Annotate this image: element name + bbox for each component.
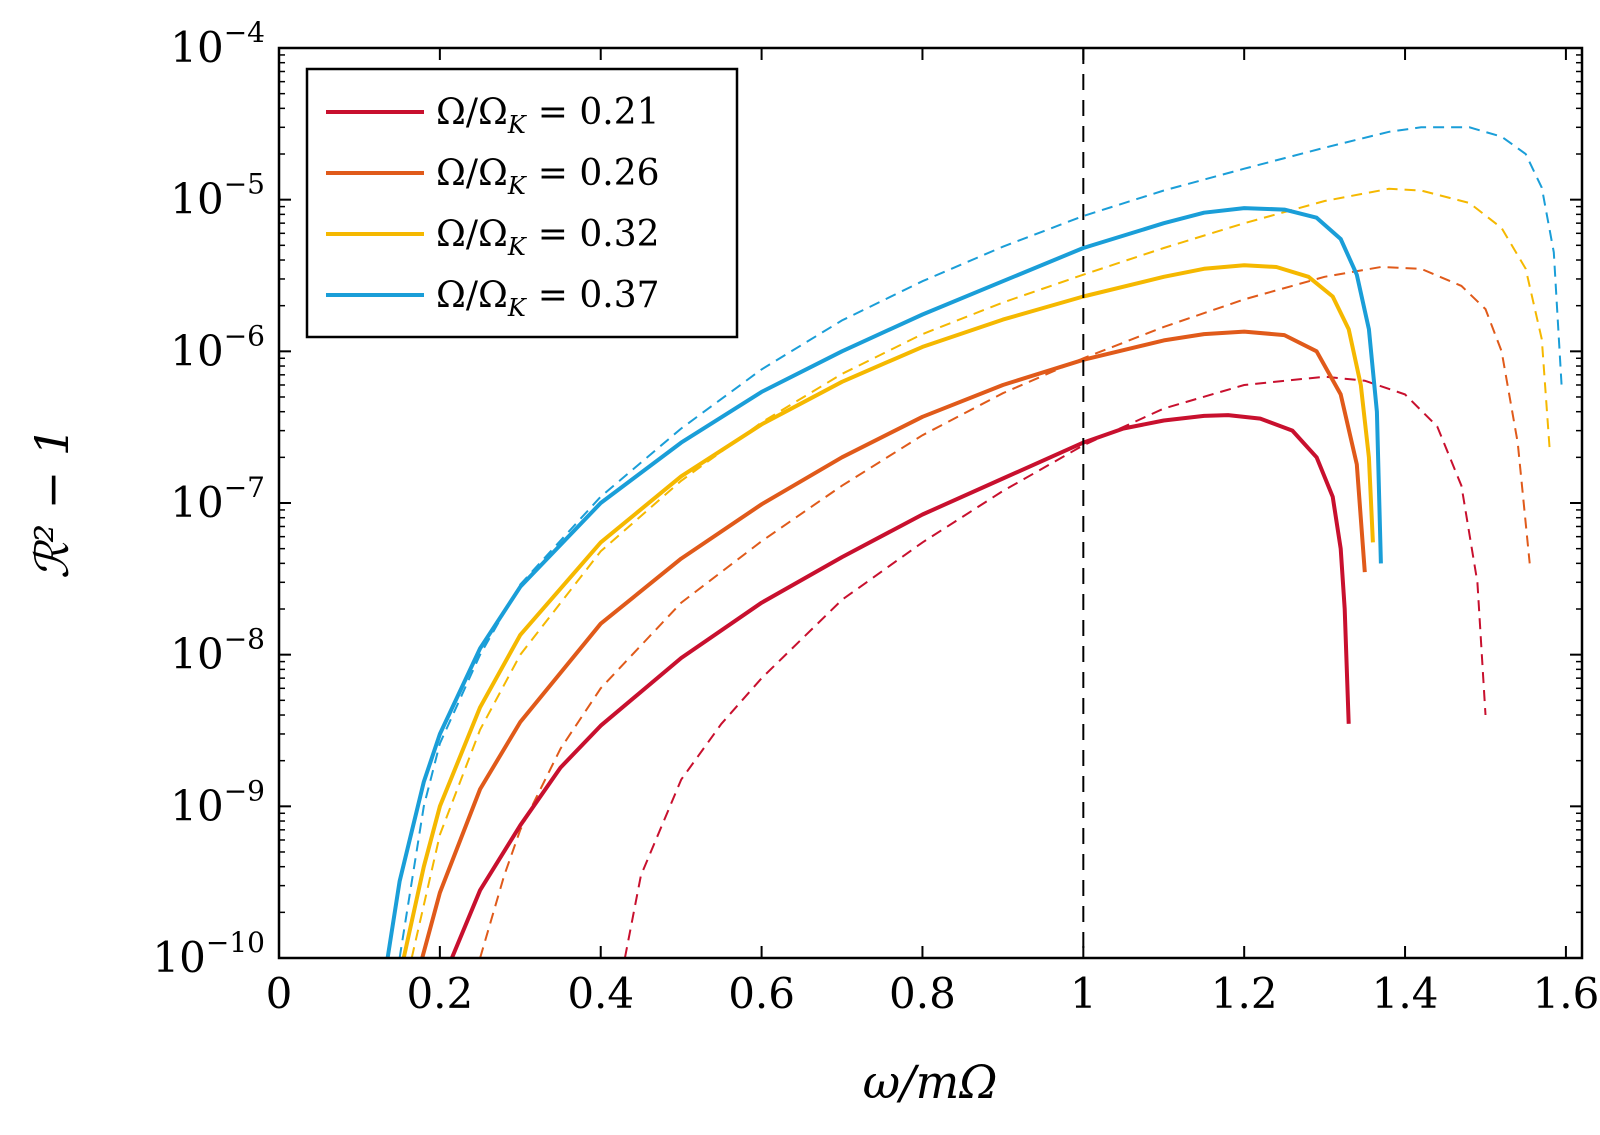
y-tick-label: 10−6: [170, 319, 265, 375]
y-tick-label: 10−5: [170, 168, 265, 224]
legend-label-main: Ω/Ω: [436, 153, 508, 194]
series-solid-line-2: [401, 263, 1375, 958]
y-tick-label: 10−8: [170, 623, 265, 679]
y-axis-label: ℛ² − 1: [25, 427, 79, 579]
legend-label-value: = 0.37: [538, 275, 660, 316]
y-tick-exponent: −6: [224, 319, 265, 352]
x-tick-label: 1.4: [1372, 969, 1439, 1018]
y-tick-exponent: −9: [224, 774, 265, 807]
legend-label-main: Ω/Ω: [436, 275, 508, 316]
legend-label: Ω/ΩK = 0.37: [436, 275, 660, 322]
x-tick-label: 1.2: [1211, 969, 1278, 1018]
x-tick-label: 0.8: [889, 969, 956, 1018]
y-tick-exponent: −5: [224, 168, 265, 201]
series-dashed-line-2: [410, 187, 1551, 958]
y-tick-exponent: −8: [224, 623, 265, 656]
x-axis-label: ω/mΩ: [863, 1055, 998, 1109]
y-tick-base: 10: [170, 23, 223, 72]
y-tick-base: 10: [170, 478, 223, 527]
x-tick-label: 0: [266, 969, 293, 1018]
y-tick-exponent: −4: [224, 16, 265, 49]
y-tick-label: 10−7: [170, 471, 265, 527]
legend-label-subscript: K: [507, 111, 528, 139]
y-tick-base: 10: [170, 175, 223, 224]
series-solid-line-1: [420, 329, 1367, 958]
plot-frame: [277, 46, 1584, 960]
legend-label-subscript: K: [507, 233, 528, 261]
legend-entries: Ω/ΩK = 0.21Ω/ΩK = 0.26Ω/ΩK = 0.32Ω/ΩK = 0.37: [326, 92, 660, 322]
legend-label-subscript: K: [507, 294, 528, 322]
y-tick-label: 10−10: [152, 926, 265, 982]
y-tick-label: 10−4: [170, 16, 265, 72]
x-tick-label: 1.6: [1533, 969, 1600, 1018]
legend-label-subscript: K: [507, 172, 528, 200]
legend-label-main: Ω/Ω: [436, 214, 508, 255]
legend-label: Ω/ΩK = 0.26: [436, 153, 660, 200]
x-tick-label: 0.2: [406, 969, 473, 1018]
series-solid-line-0: [450, 413, 1351, 958]
legend-label: Ω/ΩK = 0.21: [436, 92, 660, 139]
x-tick-label: 0.4: [567, 969, 634, 1018]
y-tick-exponent: −7: [224, 471, 265, 504]
legend: Ω/ΩK = 0.21Ω/ΩK = 0.26Ω/ΩK = 0.32Ω/ΩK = 0.37: [305, 67, 739, 339]
y-tick-exponent: −10: [206, 926, 265, 959]
y-tick-base: 10: [152, 933, 205, 982]
series-layer: [385, 126, 1563, 958]
y-tick-base: 10: [170, 781, 223, 830]
legend-label-value: = 0.21: [538, 92, 660, 133]
y-tick-label: 10−9: [170, 774, 265, 830]
legend-label: Ω/ΩK = 0.32: [436, 214, 660, 261]
legend-label-main: Ω/Ω: [436, 92, 508, 133]
x-tick-label: 0.6: [728, 969, 795, 1018]
series-solid-line-3: [385, 206, 1383, 958]
x-tick-labels: 0 0.2 0.4 0.6 0.8 1 1.2 1.4 1.6: [266, 969, 1600, 1018]
y-tick-base: 10: [170, 326, 223, 375]
x-tick-label: 1: [1070, 969, 1097, 1018]
y-tick-base: 10: [170, 630, 223, 679]
legend-label-value: = 0.32: [538, 214, 660, 255]
legend-label-value: = 0.26: [538, 153, 660, 194]
